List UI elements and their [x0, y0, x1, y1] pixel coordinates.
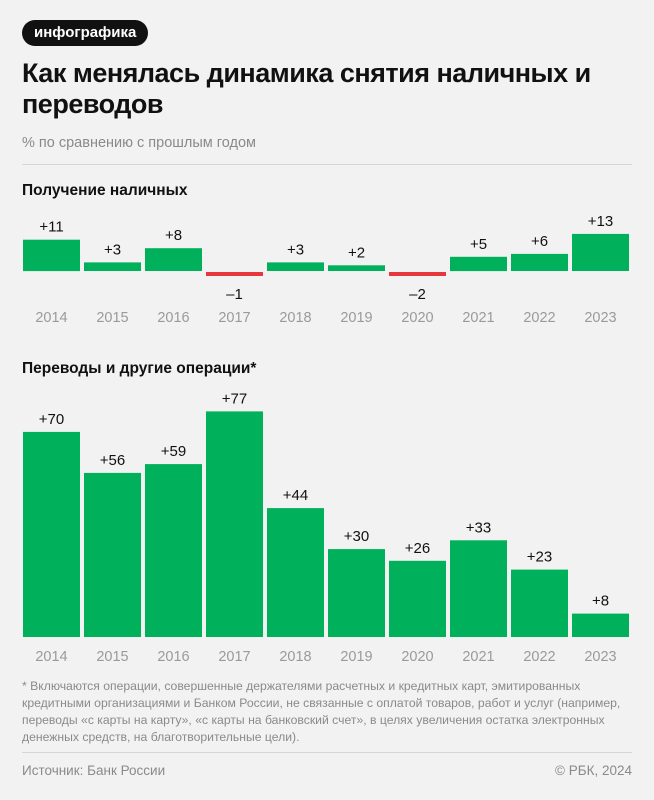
divider-bottom [22, 752, 632, 753]
cash-withdrawal-chart: +11 2014 +3 2015 +8 2016 –1 2017 +3 2018 +2 2019 –2 2… [23, 213, 629, 326]
x-tick-2016: 2016 [157, 649, 189, 665]
transfers-chart: +70 2014 +56 2015 +59 2016 +77 2017 +44 2018 +30 20… [23, 390, 629, 665]
x-tick-2020: 2020 [401, 649, 433, 665]
x-tick-2016: 2016 [157, 310, 189, 326]
x-tick-2020: 2020 [401, 310, 433, 326]
bar-2020 [389, 560, 446, 637]
x-tick-2014: 2014 [35, 310, 67, 326]
data-label-2023: +8 [592, 593, 609, 610]
divider-top [22, 164, 632, 165]
x-tick-2021: 2021 [462, 649, 494, 665]
bar-2017 [206, 411, 263, 637]
x-tick-2023: 2023 [584, 649, 616, 665]
bar-2023 [572, 613, 629, 637]
bar-2014 [23, 431, 80, 637]
x-tick-2022: 2022 [523, 310, 555, 326]
category-badge: инфографика [22, 20, 149, 46]
bar-2015 [84, 262, 141, 271]
data-label-2016: +8 [165, 227, 182, 244]
data-label-2020: +26 [405, 540, 430, 557]
data-label-2022: +6 [531, 233, 548, 250]
footnote: * Включаются операции, совершенные держа… [22, 679, 621, 744]
x-tick-2018: 2018 [279, 310, 311, 326]
bar-2022 [511, 253, 568, 271]
data-label-2014: +11 [39, 219, 63, 236]
x-tick-2019: 2019 [340, 310, 372, 326]
data-label-2021: +33 [466, 519, 491, 536]
data-label-2016: +59 [161, 443, 186, 460]
bar-2020 [389, 272, 446, 276]
x-tick-2023: 2023 [584, 310, 616, 326]
data-label-2018: +3 [287, 241, 304, 258]
x-tick-2015: 2015 [96, 649, 128, 665]
data-label-2015: +3 [104, 241, 121, 258]
bar-2017 [206, 272, 263, 276]
bar-2022 [511, 569, 568, 637]
bar-2019 [328, 549, 385, 637]
data-label-2015: +56 [100, 452, 125, 469]
bar-2014 [23, 239, 80, 272]
bar-2016 [145, 248, 202, 271]
x-tick-2018: 2018 [279, 649, 311, 665]
bar-2015 [84, 472, 141, 637]
bar-2023 [572, 233, 629, 271]
page-subtitle: % по сравнению с прошлым годом [22, 135, 257, 151]
data-label-2022: +23 [527, 549, 552, 566]
bar-2019 [328, 265, 385, 271]
data-label-2018: +44 [283, 487, 308, 504]
bar-2016 [145, 464, 202, 637]
data-label-2017: –1 [226, 286, 243, 303]
source-text: Источник: Банк России [22, 763, 166, 778]
data-label-2023: +13 [588, 213, 613, 230]
bar-2021 [450, 540, 507, 637]
copyright-text: © РБК, 2024 [555, 763, 632, 778]
page-title: Как менялась динамика снятия наличных и … [22, 58, 591, 119]
bar-2018 [267, 508, 324, 637]
bar-2021 [450, 256, 507, 272]
data-label-2019: +30 [344, 528, 369, 545]
data-label-2021: +5 [470, 236, 487, 253]
x-tick-2019: 2019 [340, 649, 372, 665]
transfers-chart-title: Переводы и другие операции* [22, 360, 257, 377]
data-label-2019: +2 [348, 244, 365, 261]
x-tick-2022: 2022 [523, 649, 555, 665]
x-tick-2021: 2021 [462, 310, 494, 326]
data-label-2017: +77 [222, 390, 247, 407]
x-tick-2017: 2017 [218, 310, 250, 326]
x-tick-2014: 2014 [35, 649, 67, 665]
x-tick-2015: 2015 [96, 310, 128, 326]
cash-chart-title: Получение наличных [22, 182, 188, 199]
x-tick-2017: 2017 [218, 649, 250, 665]
bar-2018 [267, 262, 324, 271]
data-label-2014: +70 [39, 411, 64, 428]
data-label-2020: –2 [409, 286, 426, 303]
